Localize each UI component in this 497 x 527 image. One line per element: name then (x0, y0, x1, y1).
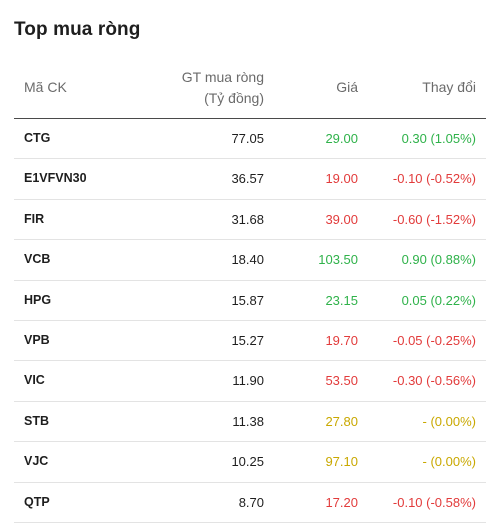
stock-code[interactable]: E1VFVN30 (24, 171, 87, 186)
table-row[interactable]: HPG 15.87 23.15 0.05 (0.22%) (14, 281, 486, 321)
net-buy-value: 11.90 (232, 373, 264, 389)
price-change: 0.30 (1.05%) (401, 131, 476, 146)
price: 39.00 (325, 211, 358, 227)
table-row[interactable]: QTP 8.70 17.20 -0.10 (-0.58%) (14, 483, 486, 523)
net-buy-table: Mã CK GT mua ròng (Tỷ đồng) Giá Thay đổi… (14, 58, 486, 523)
table-row[interactable]: VCB 18.40 103.50 0.90 (0.88%) (14, 240, 486, 281)
price-change: - (0.00%) (422, 413, 476, 429)
net-buy-value: 18.40 (231, 252, 264, 268)
stock-code[interactable]: STB (24, 413, 49, 428)
price-change: - (0.00%) (422, 454, 476, 470)
price-change: -0.10 (-0.58%) (392, 494, 476, 510)
price-change: 0.05 (0.22%) (401, 292, 476, 308)
net-buy-value: 11.38 (232, 413, 264, 429)
price: 17.20 (325, 494, 358, 510)
header-price[interactable]: Giá (336, 79, 358, 95)
table-row[interactable]: E1VFVN30 36.57 19.00 -0.10 (-0.52%) (14, 159, 486, 200)
stock-code[interactable]: CTG (24, 131, 51, 145)
net-buy-value: 31.68 (231, 211, 264, 227)
table-row[interactable]: CTG 77.05 29.00 0.30 (1.05%) (14, 119, 486, 160)
stock-code[interactable]: HPG (24, 292, 52, 307)
net-buy-value: 36.57 (231, 171, 264, 187)
table-header: Mã CK GT mua ròng (Tỷ đồng) Giá Thay đổi (14, 58, 486, 119)
table-row[interactable]: STB 11.38 27.80 - (0.00%) (14, 402, 486, 443)
price: 19.00 (325, 171, 358, 187)
net-buy-value: 15.87 (231, 292, 264, 308)
stock-code[interactable]: VIC (24, 373, 45, 388)
stock-code[interactable]: QTP (24, 494, 50, 509)
price: 23.15 (325, 292, 358, 308)
stock-code[interactable]: FIR (24, 211, 45, 226)
table-row[interactable]: VPB 15.27 19.70 -0.05 (-0.25%) (14, 321, 486, 362)
net-buy-value: 8.70 (238, 494, 264, 510)
net-buy-value: 15.27 (231, 332, 264, 348)
table-row[interactable]: FIR 31.68 39.00 -0.60 (-1.52%) (14, 200, 486, 241)
price-change: -0.05 (-0.25%) (392, 332, 476, 348)
price-change: -0.30 (-0.56%) (392, 373, 476, 389)
stock-code[interactable]: VPB (24, 332, 50, 347)
table-row[interactable]: VIC 11.90 53.50 -0.30 (-0.56%) (14, 361, 486, 402)
price: 27.80 (325, 413, 358, 429)
price-change: -0.60 (-1.52%) (392, 211, 476, 227)
header-code[interactable]: Mã CK (24, 79, 67, 95)
table-body: CTG 77.05 29.00 0.30 (1.05%) E1VFVN30 36.57 19… (14, 119, 486, 523)
price: 97.10 (325, 454, 358, 470)
header-net-buy-value[interactable]: GT mua ròng (Tỷ đồng) (104, 67, 264, 109)
net-buy-value: 10.25 (231, 454, 264, 470)
price: 103.50 (318, 252, 358, 268)
stock-code[interactable]: VJC (24, 454, 49, 469)
stock-code[interactable]: VCB (24, 252, 51, 267)
header-net-buy-value-line1: GT mua ròng (181, 69, 264, 85)
header-change[interactable]: Thay đổi (422, 79, 476, 95)
price-change: 0.90 (0.88%) (401, 252, 476, 268)
widget-title: Top mua ròng (14, 19, 141, 40)
table-row[interactable]: VJC 10.25 97.10 - (0.00%) (14, 442, 486, 483)
net-buy-value: 77.05 (231, 131, 264, 146)
price: 29.00 (325, 131, 358, 146)
price-change: -0.10 (-0.52%) (392, 171, 476, 187)
header-net-buy-value-line2: (Tỷ đồng) (204, 90, 264, 106)
price: 53.50 (325, 373, 358, 389)
price: 19.70 (325, 332, 358, 348)
